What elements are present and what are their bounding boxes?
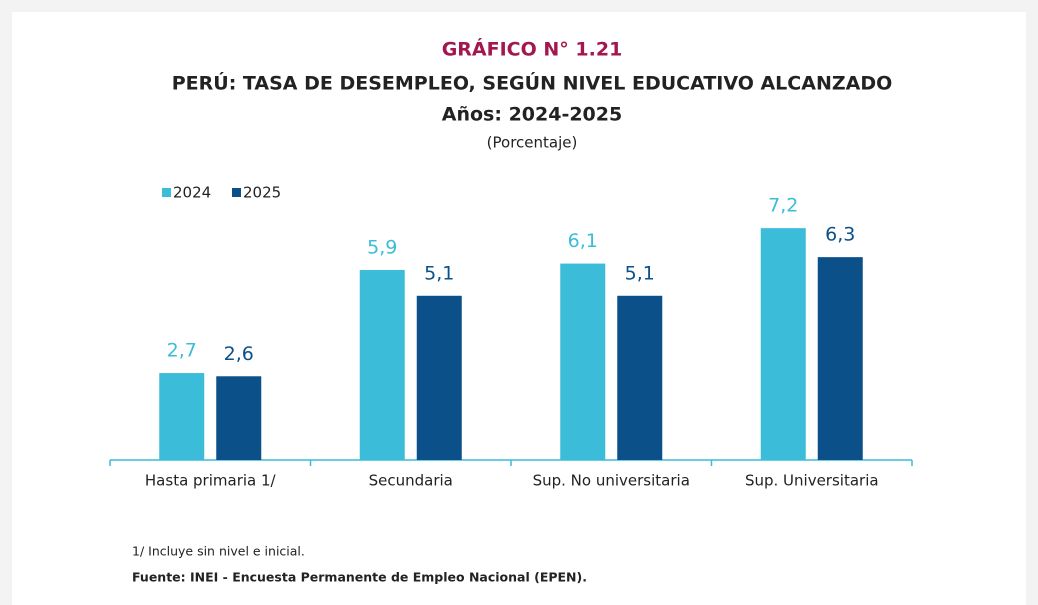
bar bbox=[817, 257, 863, 460]
value-label: 6,1 bbox=[568, 230, 598, 252]
legend-label: 2024 bbox=[173, 184, 211, 202]
bar bbox=[216, 376, 262, 460]
value-label: 6,3 bbox=[825, 224, 855, 246]
value-label: 2,7 bbox=[167, 340, 197, 362]
chart-title: GRÁFICO N° 1.21 bbox=[442, 38, 623, 61]
panel bbox=[12, 12, 1026, 605]
value-label: 5,9 bbox=[367, 237, 397, 259]
bar bbox=[159, 373, 205, 460]
chart-unit: (Porcentaje) bbox=[487, 134, 578, 152]
value-label: 5,1 bbox=[424, 262, 454, 284]
source: Fuente: INEI - Encuesta Permanente de Em… bbox=[132, 570, 587, 585]
value-label: 7,2 bbox=[768, 195, 798, 217]
chart-period: Años: 2024-2025 bbox=[442, 104, 622, 126]
legend-swatch bbox=[162, 188, 171, 197]
bar bbox=[617, 295, 663, 460]
x-tick-label: Sup. No universitaria bbox=[533, 472, 690, 490]
value-label: 2,6 bbox=[224, 343, 254, 365]
legend-swatch bbox=[232, 188, 241, 197]
bar bbox=[416, 295, 462, 460]
footnote: 1/ Incluye sin nivel e inicial. bbox=[132, 544, 305, 559]
bar bbox=[560, 263, 606, 460]
chart-subtitle: PERÚ: TASA DE DESEMPLEO, SEGÚN NIVEL EDU… bbox=[172, 71, 893, 95]
legend-label: 2025 bbox=[243, 184, 281, 202]
bar bbox=[359, 270, 405, 460]
bar bbox=[760, 228, 806, 460]
x-tick-label: Secundaria bbox=[369, 472, 453, 490]
x-tick-label: Sup. Universitaria bbox=[745, 472, 879, 490]
value-label: 5,1 bbox=[625, 262, 655, 284]
x-tick-label: Hasta primaria 1/ bbox=[145, 472, 277, 490]
